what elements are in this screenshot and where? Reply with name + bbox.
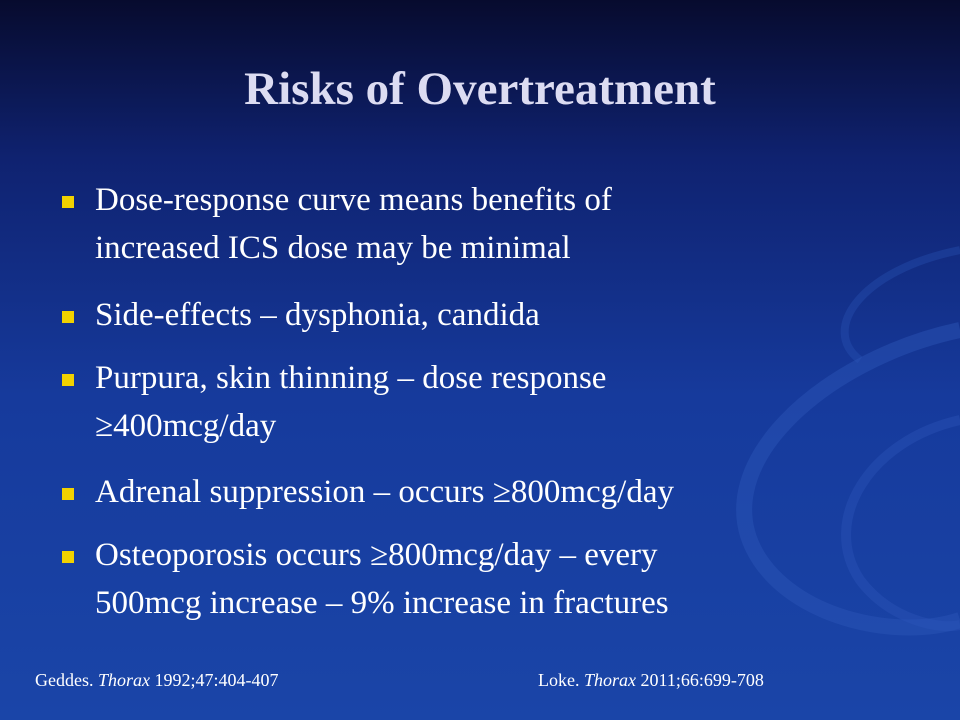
bullet-text: 500mcg increase – 9% increase in fractur… xyxy=(95,585,669,621)
ref-journal: Thorax xyxy=(583,670,636,690)
slide-title: Risks of Overtreatment xyxy=(244,63,716,115)
bullet-text: Side-effects – dysphonia, candida xyxy=(95,297,540,333)
reference: Loke. Thorax 2011;66:699-708 xyxy=(538,670,764,691)
bullet-text: ≥400mcg/day xyxy=(95,408,277,444)
ref-details: 1992;47:404-407 xyxy=(150,670,279,690)
bullet-text: Dose-response curve means benefits of xyxy=(95,182,612,218)
ref-author: Loke. xyxy=(538,670,584,690)
ref-details: 2011;66:699-708 xyxy=(636,670,764,690)
bullet-marker xyxy=(62,196,74,208)
ref-author: Geddes. xyxy=(35,670,98,690)
bullet-marker xyxy=(62,551,74,563)
bullet-marker xyxy=(62,488,74,500)
bullet-text: Purpura, skin thinning – dose response xyxy=(95,360,607,396)
ref-journal: Thorax xyxy=(97,670,150,690)
reference: Geddes. Thorax 1992;47:404-407 xyxy=(35,670,279,691)
bullet-text: Adrenal suppression – occurs ≥800mcg/day xyxy=(95,474,674,510)
bullet-text: Osteoporosis occurs ≥800mcg/day – every xyxy=(95,537,658,573)
bullet-text: increased ICS dose may be minimal xyxy=(95,230,571,266)
bullet-marker xyxy=(62,374,74,386)
bullet-marker xyxy=(62,311,74,323)
